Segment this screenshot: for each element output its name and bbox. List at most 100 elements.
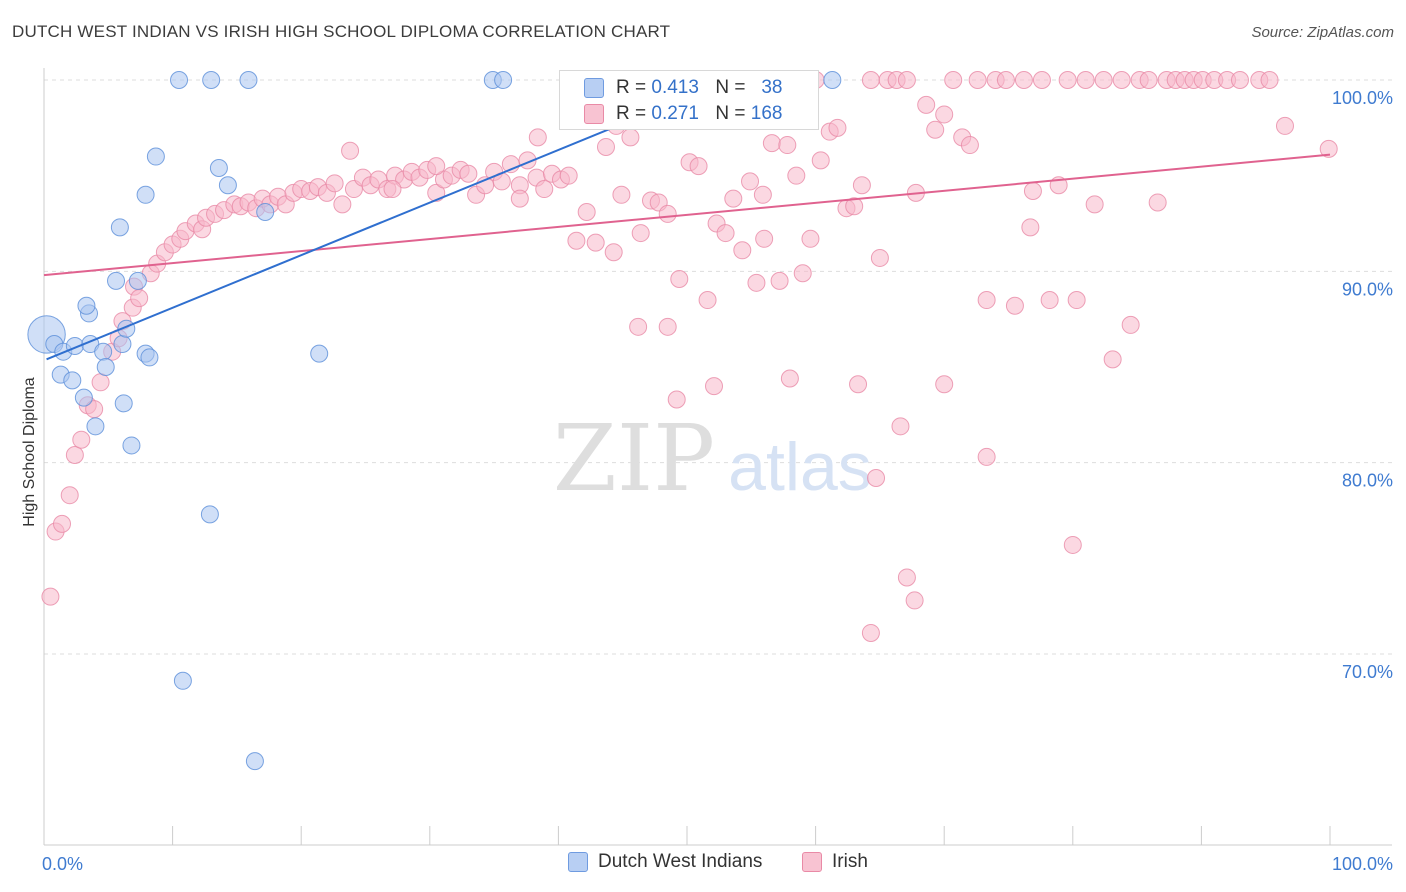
irish-point <box>1275 116 1294 135</box>
irish-point <box>968 71 987 89</box>
y-tick-label: 70.0% <box>1342 662 1393 682</box>
irish-point <box>596 137 615 156</box>
irish-point <box>845 197 864 216</box>
axes <box>43 68 1392 846</box>
legend-label: Irish <box>832 851 868 872</box>
dutch-west-indian-point <box>63 371 82 390</box>
y-tick-label: 90.0% <box>1342 279 1393 299</box>
irish-point <box>670 269 689 288</box>
x-tick-label: 0.0% <box>42 854 83 874</box>
dutch-west-indian-point <box>256 203 275 222</box>
irish-point <box>130 289 149 308</box>
irish-trend-line <box>43 153 1331 277</box>
irish-point <box>612 185 631 204</box>
dutch-west-indian-point <box>494 71 513 89</box>
irish-point <box>1058 71 1077 89</box>
irish-point <box>528 128 547 147</box>
legend-label: Dutch West Indians <box>598 851 763 872</box>
irish-point <box>658 317 677 336</box>
irish-point <box>698 291 717 310</box>
irish-point <box>897 568 916 587</box>
grid-lines <box>44 79 1392 655</box>
watermark-atlas: atlas <box>728 429 872 505</box>
irish-point <box>861 71 880 89</box>
legend-r-value: 0.271 <box>651 103 699 124</box>
irish-point <box>41 587 60 606</box>
dutch-west-indian-point <box>310 344 329 363</box>
irish-point <box>510 189 529 208</box>
irish-point <box>535 180 554 199</box>
irish-point <box>867 468 886 487</box>
irish-point <box>801 229 820 248</box>
irish-point <box>1023 181 1042 200</box>
irish-point <box>60 486 79 505</box>
correlation-legend: R = 0.413 N = 38 R = 0.271 N = 168 <box>559 70 819 130</box>
dutch-west-indian-point <box>110 218 129 237</box>
irish-point <box>1067 291 1086 310</box>
tick-labels: 100.0% 90.0% 80.0% 70.0% 0.0% 100.0% <box>42 88 1393 874</box>
dutch-west-indian-point <box>96 358 115 376</box>
dutch-west-indian-point <box>200 505 219 524</box>
irish-point <box>53 514 72 533</box>
dutch-west-indian-point <box>245 752 264 771</box>
irish-point <box>1021 218 1040 237</box>
irish-point <box>996 71 1015 89</box>
irish-point <box>72 430 91 449</box>
watermark-zip: ZIP <box>553 405 715 512</box>
irish-point <box>427 157 446 176</box>
irish-point <box>852 176 871 195</box>
irish-point <box>1148 193 1167 212</box>
dutch-west-indian-point <box>823 71 842 89</box>
irish-point <box>741 172 760 191</box>
irish-point <box>870 248 889 267</box>
irish-point <box>780 369 799 388</box>
irish-point <box>733 241 752 260</box>
legend-item-irish: Irish <box>802 851 868 873</box>
irish-point <box>926 120 945 139</box>
irish-point <box>1005 296 1024 315</box>
irish-point <box>716 224 735 243</box>
irish-point <box>1112 71 1131 89</box>
irish-point <box>667 390 686 409</box>
dutch-west-indian-point <box>113 335 132 354</box>
irish-point <box>755 229 774 248</box>
legend-n-value: 168 <box>750 103 783 124</box>
dutch-west-indian-point <box>146 147 165 166</box>
irish-point <box>724 189 743 208</box>
irish-point <box>629 317 648 336</box>
dutch-west-indian-point <box>122 436 141 455</box>
irish-point <box>705 377 724 396</box>
irish-point <box>849 375 868 394</box>
irish-point <box>1032 71 1051 89</box>
irish-point <box>325 174 344 193</box>
irish-point <box>1014 71 1033 89</box>
irish-point <box>770 271 789 290</box>
irish-point <box>787 166 806 185</box>
irish-point <box>944 71 963 89</box>
legend-swatch-pink <box>584 104 604 124</box>
legend-r-label: R = <box>616 77 647 98</box>
legend-row-dutch-west-indians: R = 0.413 N = 38 <box>584 75 782 101</box>
irish-point <box>689 157 708 176</box>
irish-point <box>861 623 880 642</box>
irish-point <box>1121 315 1140 334</box>
irish-point <box>333 195 352 214</box>
legend-item-dutch-west-indians: Dutch West Indians <box>568 851 762 873</box>
legend-swatch-blue <box>568 852 588 872</box>
irish-point <box>793 264 812 283</box>
x-tick-label: 100.0% <box>1332 854 1393 874</box>
dutch-west-indian-point <box>136 185 155 204</box>
legend-n-label: N = <box>715 103 746 124</box>
irish-point <box>935 375 954 394</box>
dutch-west-indian-point <box>202 71 221 89</box>
dutch-west-indian-point <box>86 417 105 436</box>
irish-point <box>977 447 996 466</box>
irish-point <box>1139 71 1158 89</box>
irish-point <box>747 273 766 292</box>
irish-point <box>828 118 847 137</box>
irish-point <box>977 291 996 310</box>
watermark: ZIP atlas <box>553 405 872 512</box>
irish-point <box>762 134 781 153</box>
dutch-west-indian-point <box>239 71 258 89</box>
